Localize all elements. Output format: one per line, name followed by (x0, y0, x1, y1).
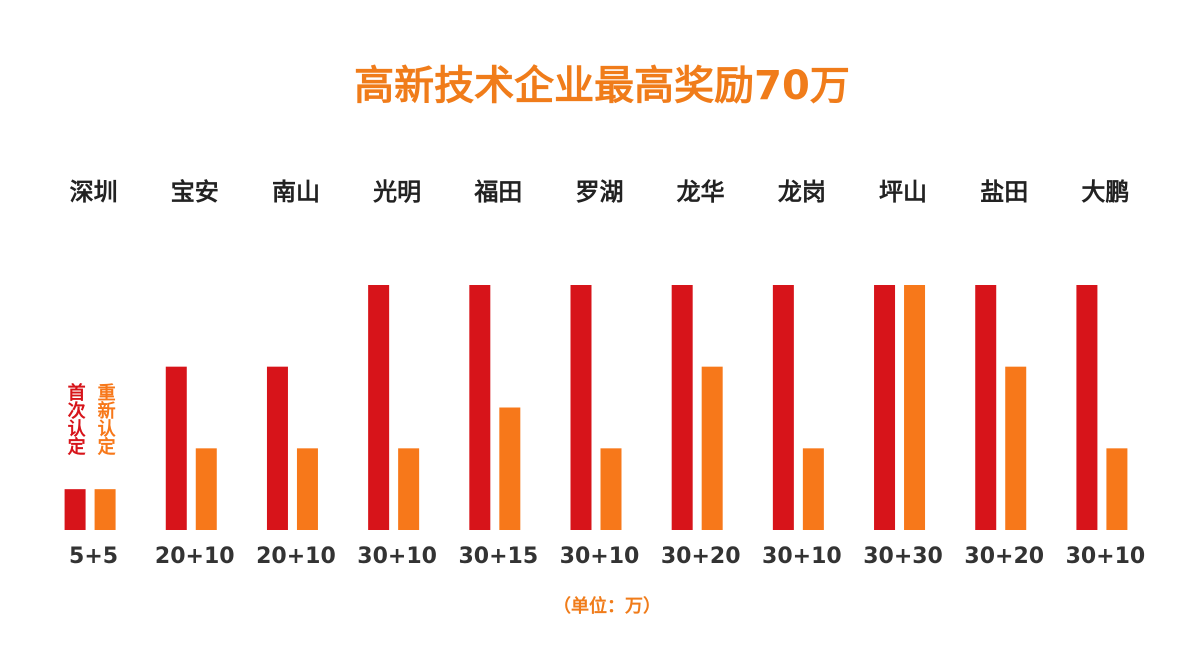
bar-pair-label: 20+10 (256, 544, 336, 569)
category-label: 坪山 (879, 178, 927, 206)
bar (499, 407, 521, 530)
bar-pair-label: 30+10 (357, 544, 437, 569)
bar (64, 489, 86, 530)
bar (772, 285, 794, 530)
bar (904, 285, 926, 530)
bar-pair-label: 30+30 (863, 544, 943, 569)
category-label: 龙华 (677, 178, 725, 206)
bar (600, 448, 622, 530)
bar (874, 285, 896, 530)
bar (165, 366, 187, 530)
bar (570, 285, 592, 530)
bar-pair-label: 30+10 (560, 544, 640, 569)
legend-label: 首次认定 (65, 382, 86, 456)
bar (975, 285, 997, 530)
bar (94, 489, 116, 530)
bar (296, 448, 318, 530)
bar (671, 285, 693, 530)
bar-pair-label: 30+20 (964, 544, 1044, 569)
unit-note: （单位：万） (553, 595, 661, 617)
bar (1005, 366, 1027, 530)
bar-pair-label: 20+10 (155, 544, 235, 569)
chart-title: 高新技术企业最高奖励70万 (354, 63, 850, 109)
bar (701, 366, 723, 530)
bar-pair-label: 30+15 (458, 544, 538, 569)
bar (1106, 448, 1128, 530)
category-label: 宝安 (171, 178, 219, 206)
bar-pair-label: 30+20 (661, 544, 741, 569)
legend-label: 重新认定 (95, 382, 116, 456)
category-label: 大鹏 (1081, 178, 1129, 206)
category-label: 龙岗 (778, 178, 826, 206)
bar (195, 448, 217, 530)
bar (368, 285, 390, 530)
category-label: 光明 (372, 178, 421, 206)
category-label: 深圳 (70, 178, 118, 206)
category-label: 盐田 (980, 178, 1028, 206)
category-label: 福田 (473, 178, 522, 206)
bar (1076, 285, 1098, 530)
bar (266, 366, 288, 530)
bar (398, 448, 420, 530)
category-label: 罗湖 (576, 178, 624, 206)
category-label: 南山 (272, 178, 320, 206)
bar-pair-label: 30+10 (1066, 544, 1146, 569)
bar (469, 285, 491, 530)
bar-pair-label: 5+5 (69, 544, 118, 569)
bar (802, 448, 824, 530)
bar-pair-label: 30+10 (762, 544, 842, 569)
